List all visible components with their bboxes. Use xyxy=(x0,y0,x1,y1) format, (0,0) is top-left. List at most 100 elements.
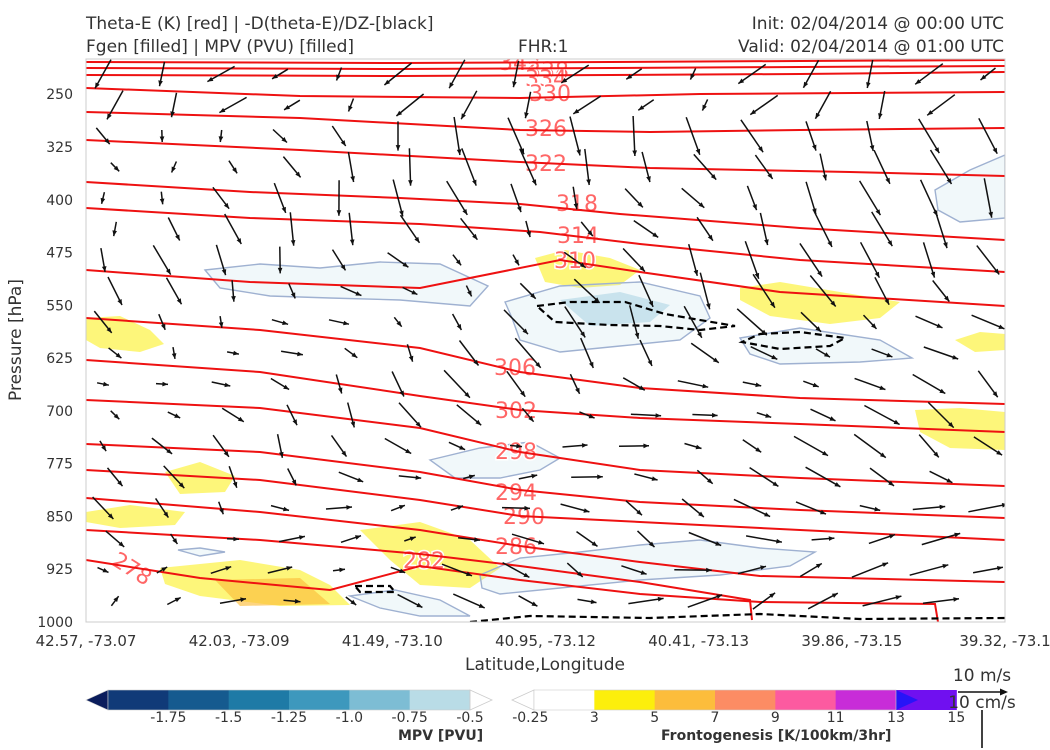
wind-vector-head xyxy=(707,234,713,241)
fgen-colorbar-tick: 9 xyxy=(771,710,780,726)
mpv-colorbar-tick: -1.5 xyxy=(215,710,242,726)
wind-vector xyxy=(923,346,959,360)
wind-vector-head xyxy=(117,480,123,487)
wind-vector-head xyxy=(409,536,416,541)
wind-vector-head xyxy=(283,384,290,390)
wind-vector-head xyxy=(996,450,1003,456)
wind-vector-head xyxy=(712,412,718,418)
wind-vector-head xyxy=(398,505,405,510)
fgen-region-3 xyxy=(955,332,1005,352)
mpv-region-5 xyxy=(479,539,818,595)
wind-vector-head xyxy=(946,478,953,483)
wind-vector-head xyxy=(224,382,231,388)
wind-vector-head xyxy=(953,597,959,602)
wind-vector xyxy=(749,466,779,488)
wind-vector xyxy=(749,94,779,116)
wind-vector xyxy=(799,242,823,278)
wind-vector-head xyxy=(408,180,413,186)
wind-vector xyxy=(632,115,636,157)
wind-vector-head xyxy=(638,385,645,391)
wind-vector-head xyxy=(399,210,404,217)
wind-vector-head xyxy=(648,300,654,307)
wind-vector-head xyxy=(750,109,757,115)
wind-vector-head xyxy=(297,351,303,357)
wind-vector-head xyxy=(588,413,595,419)
wind-vector-head xyxy=(159,198,165,205)
wind-vector-head xyxy=(340,140,346,146)
wind-vector-head xyxy=(299,535,305,540)
wind-vector-head xyxy=(170,111,175,118)
x-axis-label: Latitude,Longitude xyxy=(465,655,625,675)
wind-vector xyxy=(978,117,998,155)
wind-vector xyxy=(584,148,590,186)
wind-vector-head xyxy=(594,297,600,303)
mpv-region-0 xyxy=(203,261,490,307)
mpv-colorbar-tick: -0.25 xyxy=(512,710,548,726)
wind-vector xyxy=(152,245,172,275)
wind-vector-head xyxy=(171,166,176,173)
wind-vector xyxy=(737,63,767,85)
wind-vector-head xyxy=(874,271,880,278)
wind-vector-head xyxy=(232,167,238,174)
wind-vector-head xyxy=(350,599,357,605)
wind-vector xyxy=(914,63,944,85)
mpv-colorbar-segment xyxy=(409,690,471,710)
fgen-colorbar-segment xyxy=(715,690,776,710)
wind-vector-head xyxy=(526,231,531,238)
y-tick-label: 850 xyxy=(46,509,73,525)
wind-vector-head xyxy=(998,324,1005,329)
wind-vector xyxy=(638,274,654,308)
wind-vector-head xyxy=(767,173,773,179)
wind-vector-head xyxy=(207,76,214,82)
wind-vector-head xyxy=(512,81,517,88)
wind-vector-head xyxy=(817,270,823,277)
wind-vector-head xyxy=(514,259,519,266)
wind-vector xyxy=(514,337,542,369)
fgen-colorbar-segment xyxy=(594,690,656,710)
fgen-colorbar-segment xyxy=(835,690,897,710)
wind-vector-head xyxy=(764,512,771,517)
wind-vector-head xyxy=(472,233,478,240)
wind-vector-head xyxy=(107,513,114,519)
wind-vector-head xyxy=(283,506,289,512)
wind-vector-head xyxy=(752,204,757,211)
wind-vector-head xyxy=(158,80,163,87)
wind-vector-head xyxy=(524,505,530,511)
wind-vector-head xyxy=(538,540,544,545)
wind-vector-head xyxy=(295,171,301,178)
wind-vector xyxy=(461,148,477,186)
mpv-colorbar-extend-high xyxy=(469,689,493,711)
wind-vector-head xyxy=(223,451,229,457)
wind-vector-head xyxy=(218,136,224,142)
wind-vector-head xyxy=(824,352,830,358)
mpv-region-3 xyxy=(934,154,1005,223)
theta-e-contour-330 xyxy=(86,87,1005,100)
wind-vector-head xyxy=(738,78,745,84)
wind-vector-head xyxy=(107,113,112,120)
wind-vector xyxy=(912,373,946,395)
wind-vector-head xyxy=(291,479,297,486)
wind-vector xyxy=(392,179,404,217)
theta-e-contour-278 xyxy=(86,559,939,622)
wind-vector-head xyxy=(172,538,178,544)
wind-vector-head xyxy=(115,352,122,359)
mpv-colorbar-tick: -1.75 xyxy=(150,710,186,726)
wind-vectors xyxy=(92,59,1005,610)
wind-vector-head xyxy=(340,264,346,271)
wind-vector-head xyxy=(174,413,181,418)
wind-vector-head xyxy=(101,266,107,272)
wind-vector-head xyxy=(626,74,633,80)
wind-vector xyxy=(864,404,900,426)
wind-vector-head xyxy=(815,112,821,119)
wind-vector-head xyxy=(591,541,598,547)
wind-vector xyxy=(921,532,961,546)
wind-vector-head xyxy=(118,541,125,547)
wind-vector-head xyxy=(449,82,454,89)
fgen-colorbar-tick: 3 xyxy=(590,710,599,726)
wind-vector-head xyxy=(866,82,871,88)
mpv-colorbar-frame xyxy=(107,689,471,711)
wind-vector-head xyxy=(992,147,998,154)
wind-vector-head xyxy=(95,82,100,89)
wind-vector-head xyxy=(461,113,466,120)
fgen-colorbar-tick: 5 xyxy=(650,710,659,726)
